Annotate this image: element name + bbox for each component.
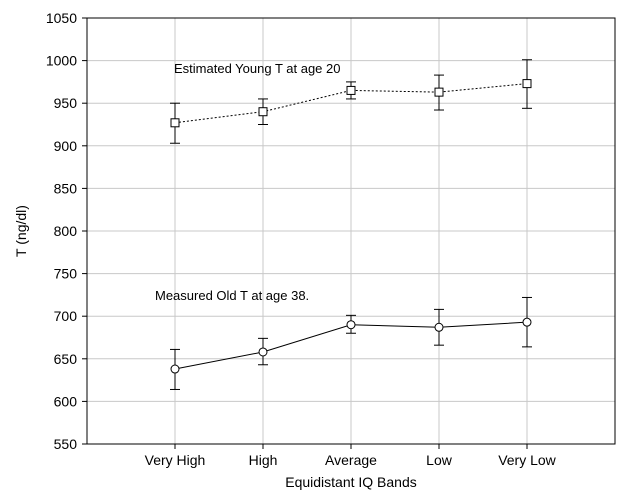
x-axis-title: Equidistant IQ Bands [285,474,417,490]
y-tick-label: 800 [54,223,78,239]
data-point-circle [346,320,356,330]
data-point-square [346,85,356,95]
x-tick-label: Average [325,452,377,468]
data-point-square [170,118,180,128]
data-point-circle [522,317,532,327]
series-line [174,83,528,124]
series-label-young: Estimated Young T at age 20 [174,61,341,76]
y-tick-label: 1000 [46,53,77,69]
y-tick-label: 850 [54,180,78,196]
data-point-circle [258,347,268,357]
y-tick-label: 550 [54,436,78,452]
x-tick-label: Very High [145,452,206,468]
y-tick-label: 1050 [46,10,77,26]
y-tick-label: 950 [54,95,78,111]
x-tick-label: Very Low [498,452,556,468]
y-axis-title: T (ng/dl) [13,205,29,257]
x-tick-label: Low [426,452,453,468]
data-point-square [522,79,532,89]
data-point-circle [170,364,180,374]
y-tick-label: 700 [54,308,78,324]
x-tick-label: High [249,452,278,468]
y-tick-label: 900 [54,138,78,154]
y-tick-label: 750 [54,266,78,282]
data-point-square [434,87,444,97]
y-tick-label: 600 [54,393,78,409]
series-label-old: Measured Old T at age 38. [155,288,309,303]
data-point-circle [434,322,444,332]
y-tick-label: 650 [54,351,78,367]
data-point-square [258,107,268,117]
